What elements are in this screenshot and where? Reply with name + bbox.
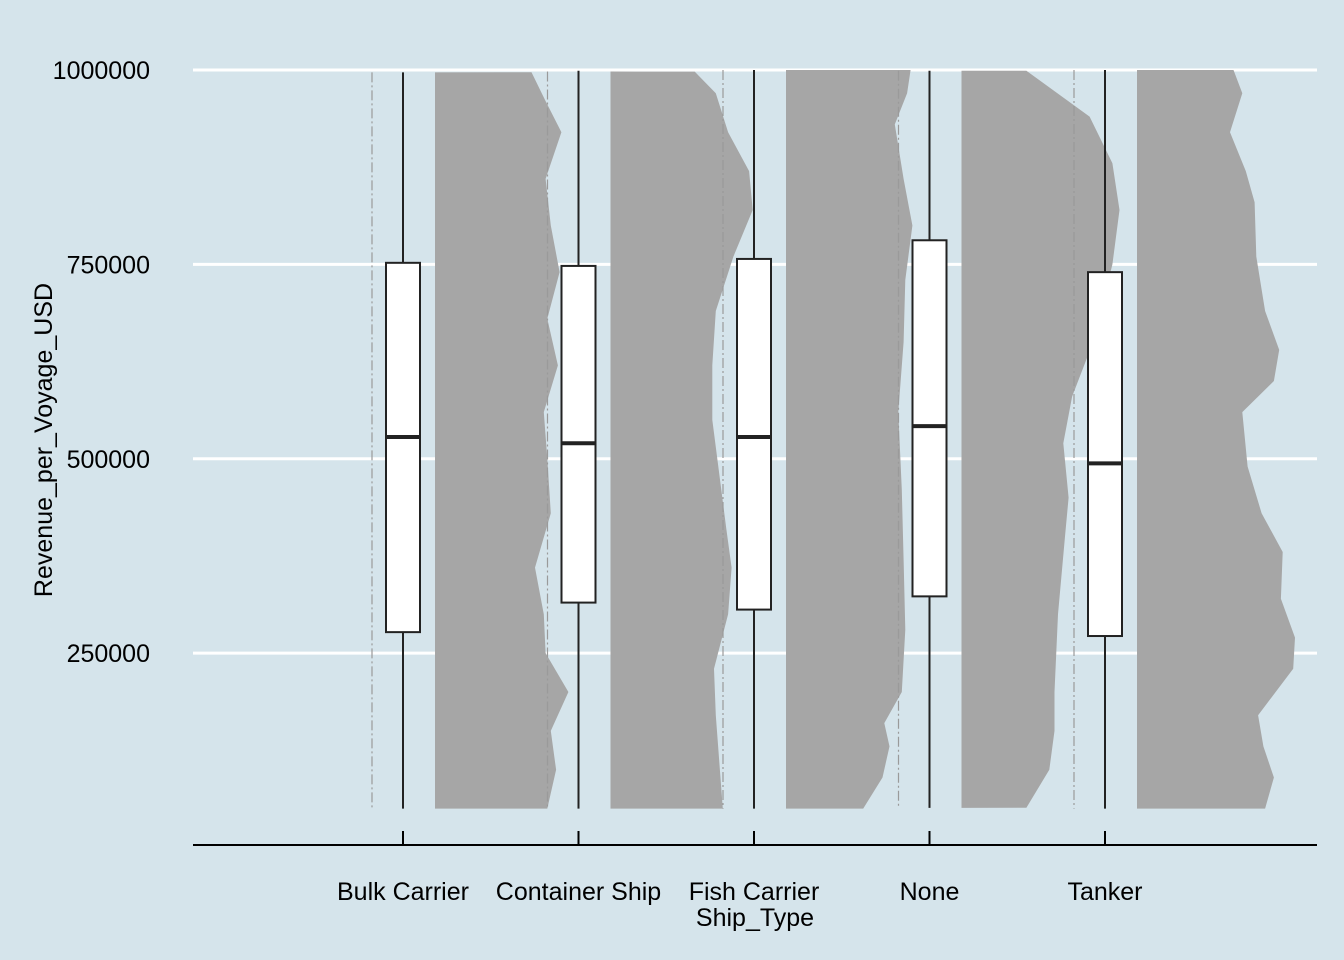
- box-container-ship: [560, 264, 597, 604]
- x-tick-label: Container Ship: [496, 878, 661, 906]
- y-tick-label: 750000: [67, 251, 150, 279]
- x-tick-label: None: [900, 878, 960, 906]
- y-tick-label: 250000: [67, 640, 150, 668]
- density-none: [961, 70, 1120, 808]
- x-axis-title: Ship_Type: [696, 904, 814, 932]
- boxplots: [385, 70, 1123, 809]
- y-axis-ticks: 250000 500000 750000 1000000: [53, 57, 150, 668]
- y-tick-label: 500000: [67, 446, 150, 474]
- density-bulk-carrier: [435, 72, 569, 809]
- x-tick-label: Tanker: [1067, 878, 1142, 906]
- x-tick-label: Fish Carrier: [689, 878, 820, 906]
- density-shapes: [371, 70, 1295, 809]
- box-tanker: [1087, 271, 1123, 638]
- density-fish-carrier: [786, 70, 913, 809]
- y-tick-label: 1000000: [53, 57, 150, 85]
- density-container-ship: [610, 71, 753, 809]
- box-fish-carrier: [736, 257, 772, 611]
- box-none: [911, 239, 948, 598]
- y-axis-title: Revenue_per_Voyage_USD: [30, 283, 58, 597]
- density-tanker: [1137, 70, 1295, 809]
- box-bulk-carrier: [385, 261, 421, 634]
- x-axis-ticks: Bulk Carrier Container Ship Fish Carrier No…: [337, 831, 1143, 906]
- x-tick-label: Bulk Carrier: [337, 878, 469, 906]
